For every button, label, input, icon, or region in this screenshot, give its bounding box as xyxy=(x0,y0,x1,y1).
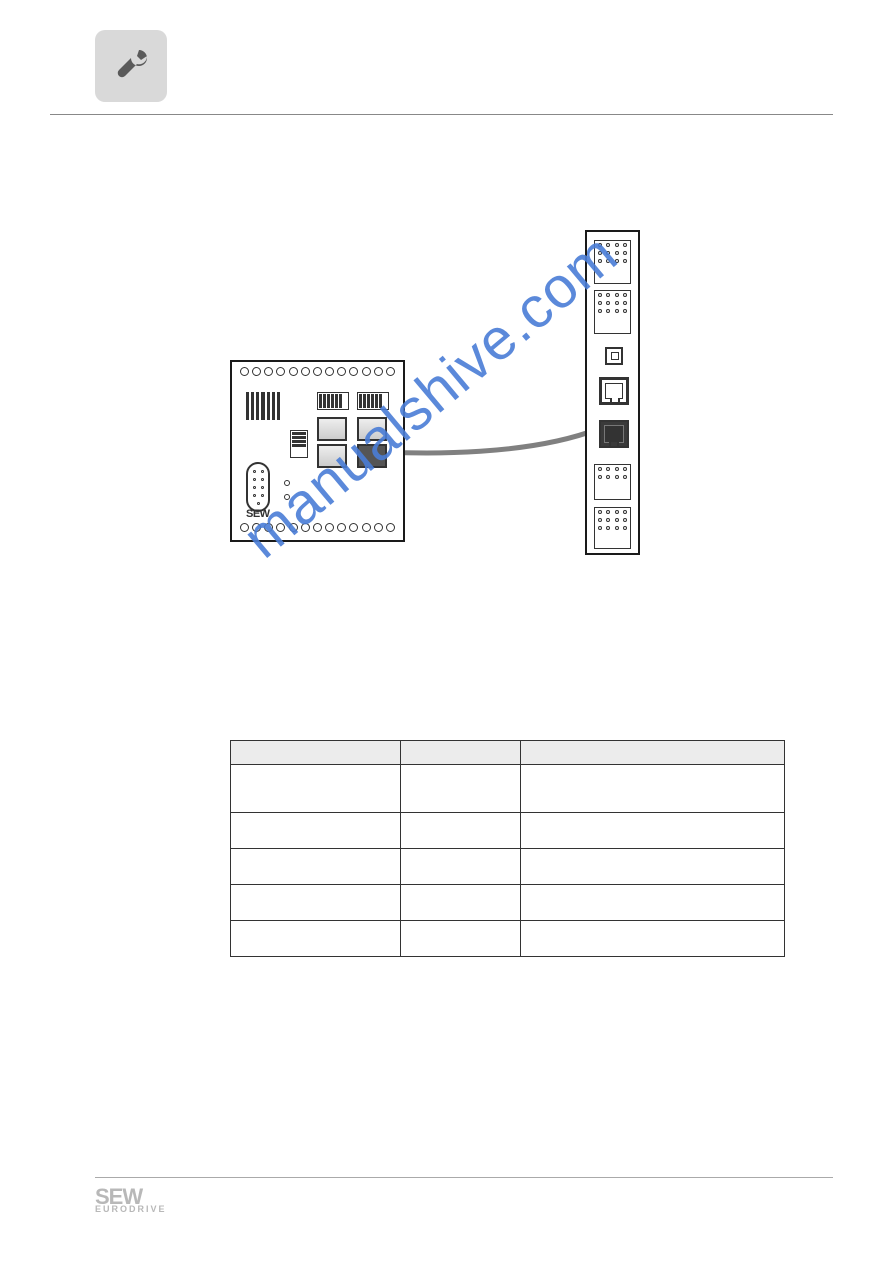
table-cell xyxy=(401,849,521,885)
device-right xyxy=(585,230,640,555)
usb-port-icon xyxy=(605,347,623,365)
table-row xyxy=(231,885,785,921)
table-cell xyxy=(231,765,401,813)
table-header-cell xyxy=(231,741,401,765)
rj45-port-2 xyxy=(357,417,387,441)
rj45-port-4-active xyxy=(357,444,387,468)
table-cell xyxy=(521,921,785,957)
table-cell xyxy=(521,849,785,885)
data-table xyxy=(230,740,785,957)
table-cell xyxy=(521,765,785,813)
device-left: SEW xyxy=(230,360,405,542)
db9-port xyxy=(246,462,270,512)
terminal-row-top xyxy=(240,367,395,379)
page-header xyxy=(95,30,833,110)
table-header-cell xyxy=(521,741,785,765)
footer-logo: SEW EURODRIVE xyxy=(95,1188,167,1213)
table-cell xyxy=(231,813,401,849)
table-cell xyxy=(521,813,785,849)
table-cell xyxy=(231,849,401,885)
header-rule xyxy=(95,114,833,115)
barcode-icon xyxy=(246,392,280,420)
terminal-row-bottom xyxy=(240,523,395,535)
terminal-block-lower xyxy=(594,464,631,500)
dip-switch-c xyxy=(290,430,308,458)
table-row xyxy=(231,849,785,885)
rj45-port-3 xyxy=(317,444,347,468)
table-cell xyxy=(401,765,521,813)
rj45-port-1 xyxy=(317,417,347,441)
table-cell xyxy=(401,885,521,921)
dip-switch-b xyxy=(357,392,389,410)
table-row xyxy=(231,765,785,813)
footer-logo-sub: EURODRIVE xyxy=(95,1206,167,1213)
table-header-cell xyxy=(401,741,521,765)
header-rule-left xyxy=(50,114,95,115)
led-2-icon xyxy=(284,494,290,500)
ethernet-port-2-active xyxy=(599,420,629,448)
table-header-row xyxy=(231,741,785,765)
dip-switch-a xyxy=(317,392,349,410)
terminal-block-top xyxy=(594,240,631,284)
table-cell xyxy=(401,921,521,957)
wiring-diagram: SEW xyxy=(230,230,640,530)
device-logo: SEW xyxy=(246,508,270,520)
table-cell xyxy=(521,885,785,921)
table-cell xyxy=(231,921,401,957)
table-cell xyxy=(231,885,401,921)
led-1-icon xyxy=(284,480,290,486)
table-cell xyxy=(401,813,521,849)
terminal-block-mid xyxy=(594,290,631,334)
ethernet-port-1 xyxy=(599,377,629,405)
terminal-block-bottom xyxy=(594,507,631,549)
footer-rule xyxy=(95,1177,833,1178)
table-row xyxy=(231,921,785,957)
table-row xyxy=(231,813,785,849)
wrench-icon xyxy=(95,30,167,102)
